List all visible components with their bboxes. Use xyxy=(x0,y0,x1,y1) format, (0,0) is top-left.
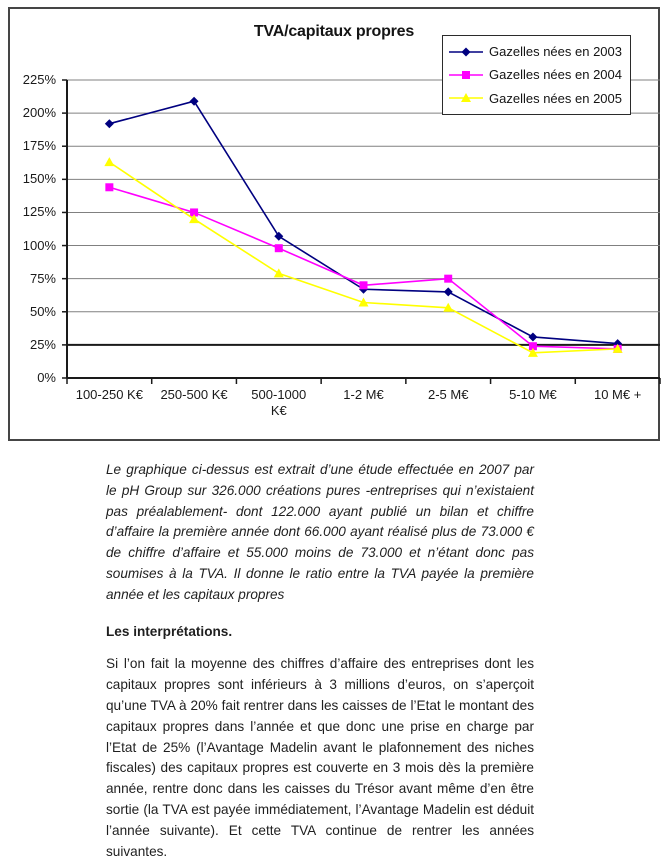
data-point xyxy=(189,96,199,106)
body-paragraph: Si l’on fait la moyenne des chiffres d’a… xyxy=(106,656,534,859)
data-point xyxy=(528,342,537,351)
x-tick-label: 250-500 K€ xyxy=(160,387,228,402)
intro-paragraph: Le graphique ci-dessus est extrait d’une… xyxy=(106,462,534,602)
y-tick-label: 175% xyxy=(22,138,56,154)
series-line-square xyxy=(109,186,618,350)
data-point xyxy=(527,347,538,357)
legend-label: Gazelles nées en 2003 xyxy=(489,44,622,60)
x-tick-label: 10 M€ + xyxy=(593,387,642,402)
data-point xyxy=(274,244,283,253)
data-point xyxy=(105,183,114,192)
data-point xyxy=(104,119,114,129)
data-point xyxy=(189,214,200,224)
chart-plot-area xyxy=(62,79,661,384)
legend-item: Gazelles nées en 2005 xyxy=(449,87,628,110)
x-tick-label: 100-250 K€ xyxy=(75,387,143,402)
y-tick-label: 150% xyxy=(22,171,56,187)
data-point xyxy=(104,157,115,167)
y-tick-label: 0% xyxy=(37,370,56,385)
data-point xyxy=(358,297,369,307)
y-tick-label: 100% xyxy=(22,237,56,253)
legend-label: Gazelles nées en 2004 xyxy=(489,67,622,83)
legend-label: Gazelles nées en 2005 xyxy=(489,90,622,106)
y-tick-label: 75% xyxy=(29,270,56,286)
data-point xyxy=(443,287,453,297)
y-tick-label: 50% xyxy=(29,303,56,319)
y-tick-label: 125% xyxy=(22,204,56,220)
data-point xyxy=(444,274,453,283)
legend-item: Gazelles nées en 2003 xyxy=(449,40,628,63)
y-tick-label: 25% xyxy=(29,336,56,352)
data-point xyxy=(528,332,538,342)
legend-diamond-marker-icon xyxy=(449,47,483,57)
x-tick-label: 500-1000 K€ xyxy=(251,387,307,418)
data-point xyxy=(359,281,368,290)
y-tick-label: 225% xyxy=(22,72,56,87)
data-point xyxy=(273,268,284,278)
chart-title: TVA/capitaux propres xyxy=(253,23,415,40)
document-text: Le graphique ci-dessus est extrait d’une… xyxy=(106,460,534,862)
x-tick-label: 5-10 M€ xyxy=(509,387,557,402)
legend-square-marker-icon xyxy=(449,70,483,79)
tva-chart-panel: TVA/capitaux propres 0% 25% 50% 75% 100% 125%… xyxy=(8,7,661,441)
interpretations-heading: Les interprétations. xyxy=(106,623,233,639)
chart-legend: Gazelles nées en 2003 Gazelles nées en 20… xyxy=(442,35,631,115)
series-line-triangle xyxy=(108,161,618,354)
data-point xyxy=(612,343,623,353)
legend-item: Gazelles nées en 2004 xyxy=(449,63,628,86)
series-line-diamond xyxy=(109,100,618,345)
x-tick-label: 1-2 M€ xyxy=(343,387,384,402)
legend-triangle-marker-icon xyxy=(449,93,483,103)
data-point xyxy=(274,231,284,241)
data-point xyxy=(443,302,454,312)
data-point xyxy=(190,208,199,217)
y-tick-label: 200% xyxy=(22,105,56,121)
x-tick-label: 2-5 M€ xyxy=(427,387,469,402)
